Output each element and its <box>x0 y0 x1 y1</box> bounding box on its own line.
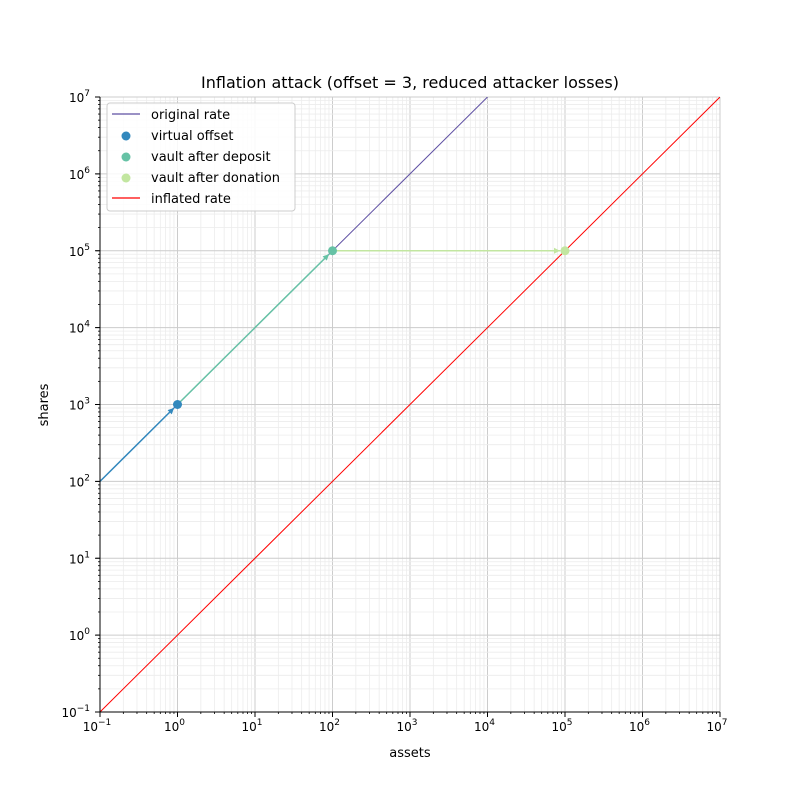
y-axis-label: shares <box>37 383 52 426</box>
legend: original rate virtual offset vault after d… <box>106 102 296 212</box>
marks <box>100 97 720 712</box>
arrow-shaft <box>176 253 330 406</box>
x-tick-label: 100 <box>164 718 185 734</box>
legend-label: virtual offset <box>151 129 233 144</box>
y-tick-label: 105 <box>69 243 90 259</box>
legend-point-swatch <box>121 152 131 162</box>
x-tick-label: 101 <box>241 718 262 734</box>
x-tick-label: 10−1 <box>83 718 112 734</box>
legend-box <box>106 102 296 212</box>
x-tick-label: 105 <box>551 718 572 734</box>
data-point-virtual-offset <box>173 400 182 409</box>
data-point-vault-after-donation <box>560 246 570 256</box>
arrow-shaft <box>100 407 175 482</box>
legend-label: vault after deposit <box>151 150 271 165</box>
series-line-inflated-rate <box>100 97 720 712</box>
x-tick-label: 103 <box>396 718 417 734</box>
y-tick-label: 100 <box>69 627 90 643</box>
legend-label: inflated rate <box>151 192 231 207</box>
x-axis-label: assets <box>389 746 431 761</box>
x-tick-label: 107 <box>706 718 727 734</box>
y-tick-label: 102 <box>69 473 90 489</box>
y-tick-label: 106 <box>69 166 90 182</box>
arrow-head <box>554 247 560 254</box>
chart-title: Inflation attack (offset = 3, reduced at… <box>201 73 619 92</box>
grid <box>99 96 721 713</box>
legend-point-swatch <box>121 173 131 183</box>
data-point-vault-after-deposit <box>328 246 337 256</box>
y-tick-label: 107 <box>69 89 90 105</box>
legend-label: vault after donation <box>151 171 280 186</box>
x-tick-label: 102 <box>319 718 340 734</box>
arrow-head <box>322 254 329 261</box>
y-tick-label: 101 <box>69 550 90 566</box>
arrow-head <box>167 408 174 415</box>
y-tick-label: 10−1 <box>61 704 90 720</box>
x-tick-label: 106 <box>629 718 650 734</box>
legend-label: original rate <box>151 108 230 123</box>
y-tick-label: 104 <box>69 320 90 336</box>
legend-point-swatch <box>121 131 131 141</box>
y-tick-label: 103 <box>69 397 90 413</box>
x-tick-label: 104 <box>474 718 495 734</box>
